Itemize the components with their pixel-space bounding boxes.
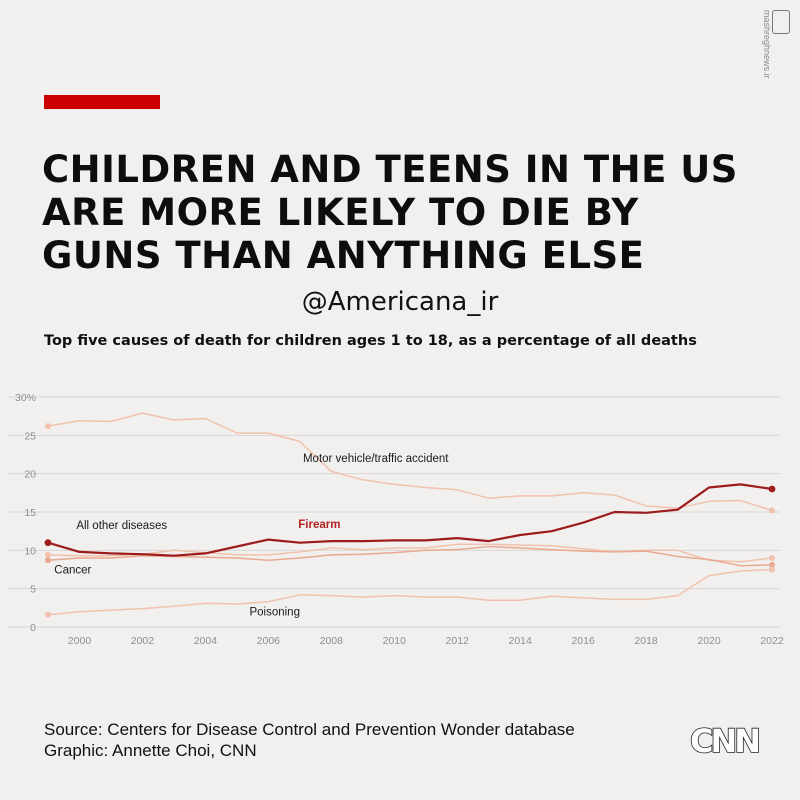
y-tick-label: 5 (30, 584, 36, 596)
series-line-all-other-diseases (47, 543, 773, 563)
series-end-point-end-poisoning (769, 566, 775, 573)
x-tick-label: 2000 (68, 635, 92, 647)
y-tick-label: 0 (30, 622, 36, 634)
series-line-motor-vehicle-traffic-accident (47, 412, 773, 512)
series-label-all-other-diseases: All other diseases (76, 520, 167, 532)
series-end-point-end-cancer (769, 561, 775, 568)
headline-line-3: GUNS THAN ANYTHING ELSE (42, 234, 645, 277)
series-end-point-start-firearm (44, 539, 52, 547)
y-tick-label: 30% (15, 392, 36, 404)
series-label-firearm: Firearm (298, 519, 340, 531)
line-chart: 0 5 10 15 20 25 30% 2000 2002 2004 2006 2008 2010 201… (8, 392, 784, 647)
series-label-poisoning: Poisoning (249, 607, 300, 619)
x-tick-label: 2018 (634, 635, 658, 647)
series-end-point-end-firearm (768, 485, 776, 493)
series-end-point-end-motor-vehicle-traffic-accident (769, 507, 775, 514)
series-label-cancer: Cancer (54, 564, 91, 576)
chart-subtitle: Top five causes of death for children ag… (44, 333, 697, 349)
headline-line-1: CHILDREN AND TEENS IN THE US (42, 148, 738, 191)
x-tick-label: 2014 (508, 635, 532, 647)
x-tick-label: 2022 (760, 635, 784, 647)
series-line-firearm (46, 483, 774, 557)
series-end-point-start-all-other-diseases (45, 551, 51, 558)
watermark: mashreghnews.ir (762, 10, 790, 120)
watermark-logo-icon (772, 10, 790, 34)
accent-bar (44, 95, 160, 109)
series-end-point-start-cancer (45, 557, 51, 564)
x-tick-label: 2004 (194, 635, 218, 647)
x-tick-label: 2016 (571, 635, 595, 647)
headline-line-2: ARE MORE LIKELY TO DIE BY (42, 191, 639, 234)
y-tick-label: 10 (24, 545, 36, 557)
graphic-credit: Graphic: Annette Choi, CNN (44, 741, 257, 760)
x-tick-label: 2008 (320, 635, 344, 647)
source-credits: Source: Centers for Disease Control and … (44, 719, 575, 761)
y-tick-label: 15 (24, 507, 36, 519)
social-handle: @Americana_ir (301, 287, 499, 317)
series-line-poisoning (47, 568, 773, 616)
series-line-cancer (47, 545, 773, 567)
series-end-point-end-all-other-diseases (769, 555, 775, 561)
series-end-point-start-poisoning (45, 611, 51, 618)
headline: CHILDREN AND TEENS IN THE US ARE MORE LI… (42, 148, 782, 277)
y-tick-label: 20 (24, 469, 36, 481)
y-tick-label: 25 (24, 430, 36, 442)
series-end-point-start-motor-vehicle-traffic-accident (45, 423, 51, 430)
x-tick-label: 2010 (383, 635, 407, 647)
x-tick-label: 2012 (446, 635, 470, 647)
x-tick-label: 2002 (131, 635, 155, 647)
x-tick-label: 2006 (257, 635, 281, 647)
series-label-motor-vehicle-traffic-accident: Motor vehicle/traffic accident (303, 453, 449, 465)
source-line: Source: Centers for Disease Control and … (44, 720, 575, 739)
cnn-logo: CNN (689, 721, 762, 761)
x-tick-label: 2020 (697, 635, 721, 647)
watermark-text: mashreghnews.ir (762, 10, 772, 79)
